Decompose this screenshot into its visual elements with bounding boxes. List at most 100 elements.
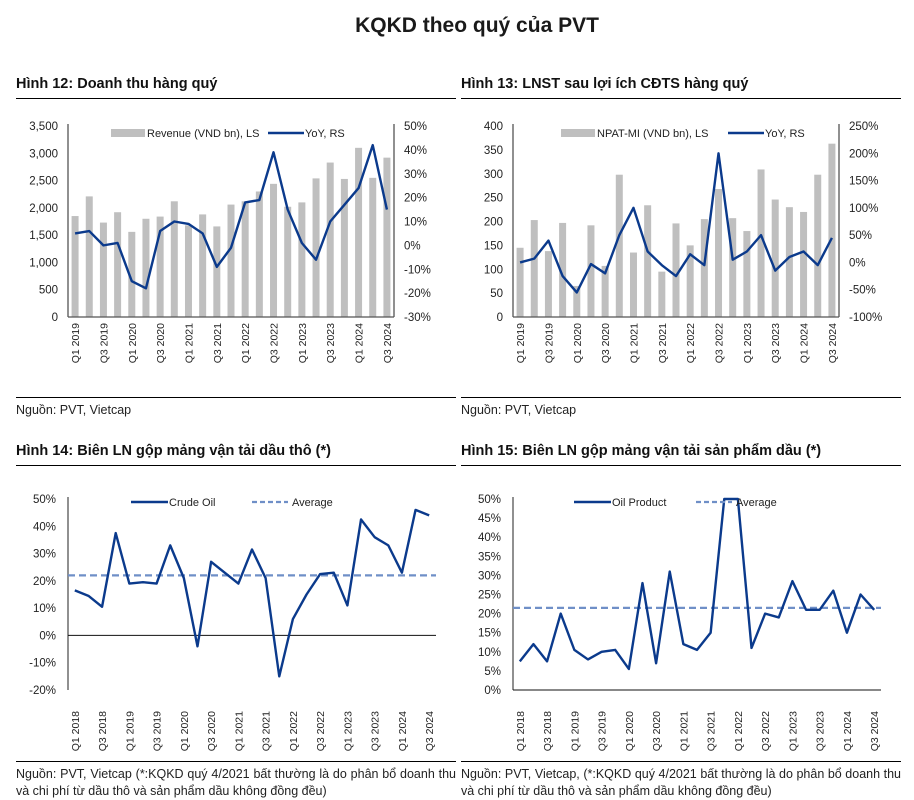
x-tick-label: Q3 2021 — [657, 323, 669, 363]
panel-title: Hình 12: Doanh thu hàng quý — [16, 76, 456, 99]
x-tick-label: Q3 2024 — [424, 711, 436, 751]
bar — [227, 204, 235, 317]
x-tick-label: Q3 2018 — [97, 711, 109, 751]
panel-revenue: Hình 12: Doanh thu hàng quý 0 500 1,000 1,5… — [16, 76, 456, 399]
right-axis-label: 50% — [404, 121, 427, 133]
bar — [573, 285, 581, 317]
bar — [672, 223, 680, 317]
panel-title: Hình 14: Biên LN gộp mảng vận tải dầu th… — [16, 443, 456, 466]
right-axis-label: -100% — [849, 312, 882, 324]
x-tick-label: Q1 2024 — [354, 323, 366, 363]
x-tick-label: Q1 2018 — [70, 711, 82, 751]
legend-bar-label: Revenue (VND bn), LS — [147, 128, 260, 140]
x-tick-label: Q1 2018 — [515, 711, 527, 751]
x-tick-label: Q3 2024 — [827, 323, 839, 363]
bar — [828, 143, 836, 317]
right-axis-label: -30% — [404, 312, 431, 324]
x-tick-label: Q3 2020 — [155, 323, 167, 363]
x-tick-label: Q3 2020 — [206, 711, 218, 751]
bar — [644, 205, 652, 317]
bar — [629, 252, 637, 317]
bar — [298, 202, 306, 317]
x-tick-label: Q3 2021 — [706, 711, 718, 751]
x-tick-label: Q3 2020 — [600, 323, 612, 363]
right-axis-label: -50% — [849, 285, 876, 297]
x-tick-label: Q1 2023 — [787, 711, 799, 751]
y-axis-label: 25% — [478, 590, 501, 602]
panel-crude-source: Nguồn: PVT, Vietcap (*:KQKD quý 4/2021 b… — [16, 761, 456, 800]
x-tick-label: Q3 2022 — [269, 323, 281, 363]
bar — [729, 218, 737, 317]
x-tick-label: Q3 2022 — [714, 323, 726, 363]
x-tick-label: Q1 2022 — [685, 323, 697, 363]
x-tick-label: Q1 2022 — [288, 711, 300, 751]
bar — [85, 196, 93, 317]
x-tick-label: Q1 2021 — [628, 323, 640, 363]
source-note: Nguồn: PVT, Vietcap (*:KQKD quý 4/2021 b… — [16, 761, 456, 800]
legend-bar-swatch — [561, 129, 595, 137]
chart-revenue: 0 500 1,000 1,500 2,000 2,500 3,000 3,500 -30% -2… — [29, 121, 431, 363]
y-axis-label: 30% — [478, 570, 501, 582]
right-axis-label: 150% — [849, 176, 878, 188]
right-axis-label: -20% — [404, 288, 431, 300]
x-tick-label: Q1 2020 — [572, 323, 584, 363]
x-tick-label: Q1 2022 — [733, 711, 745, 751]
x-tick-label: Q3 2022 — [315, 711, 327, 751]
bar — [255, 191, 263, 317]
bar — [114, 212, 122, 317]
left-axis-label: 500 — [39, 285, 58, 297]
right-axis-label: 250% — [849, 121, 878, 133]
bar — [170, 201, 178, 317]
left-axis-label: 2,000 — [29, 203, 58, 215]
left-axis-label: 300 — [484, 169, 503, 181]
right-axis-label: 20% — [404, 193, 427, 205]
bar — [270, 183, 278, 317]
x-tick-label: Q3 2023 — [370, 711, 382, 751]
yoy-line — [74, 143, 389, 290]
chart-npat: 0 50 100 150 200 250 300 350 400 -100% -50% 0% 50% 10… — [484, 121, 882, 363]
bar — [99, 222, 107, 317]
panel-revenue-source: Nguồn: PVT, Vietcap — [16, 397, 456, 419]
right-axis-label: 100% — [849, 203, 878, 215]
legend-bar-label: NPAT-MI (VND bn), LS — [597, 128, 708, 140]
bar — [771, 199, 779, 317]
left-axis-label: 2,500 — [29, 176, 58, 188]
page-title: KQKD theo quý của PVT — [355, 14, 599, 37]
left-axis-label: 1,500 — [29, 230, 58, 242]
legend-bar-swatch — [111, 129, 145, 137]
y-axis-label: 20% — [478, 609, 501, 621]
y-axis-label: 0% — [484, 685, 501, 697]
bar — [544, 251, 552, 317]
left-axis-label: 100 — [484, 264, 503, 276]
left-axis-label: 3,500 — [29, 121, 58, 133]
panel-title: Hình 15: Biên LN gộp mảng vận tải sản ph… — [461, 443, 901, 466]
legend-average-label: Average — [292, 497, 333, 509]
x-tick-label: Q1 2023 — [297, 323, 309, 363]
right-axis-label: 0% — [404, 240, 421, 252]
right-axis-label: 30% — [404, 169, 427, 181]
y-axis-label: 45% — [478, 513, 501, 525]
x-tick-label: Q1 2024 — [397, 711, 409, 751]
bar — [355, 147, 363, 317]
bar — [785, 207, 793, 317]
bar — [71, 216, 79, 317]
panel-crude-oil: Hình 14: Biên LN gộp mảng vận tải dầu th… — [16, 443, 456, 762]
bar — [312, 178, 320, 317]
y-axis-label: 10% — [33, 603, 56, 615]
bar — [326, 162, 334, 317]
bar — [199, 214, 207, 317]
x-tick-label: Q3 2020 — [651, 711, 663, 751]
y-axis-label: 40% — [478, 532, 501, 544]
left-axis-label: 50 — [490, 288, 503, 300]
legend-line-label: YoY, RS — [765, 128, 805, 140]
x-tick-label: Q1 2023 — [342, 711, 354, 751]
y-axis-label: 0% — [39, 630, 56, 642]
bar — [156, 216, 164, 317]
chart-crude-oil: -20% -10% 0% 10% 20% 30% 40% 50% Crude Oil Averag… — [29, 494, 436, 751]
y-axis-label: -20% — [29, 685, 56, 697]
bar — [686, 245, 694, 317]
bar — [213, 226, 221, 317]
y-axis-label: 35% — [478, 551, 501, 563]
y-axis-label: -10% — [29, 658, 56, 670]
right-axis-label: 200% — [849, 148, 878, 160]
